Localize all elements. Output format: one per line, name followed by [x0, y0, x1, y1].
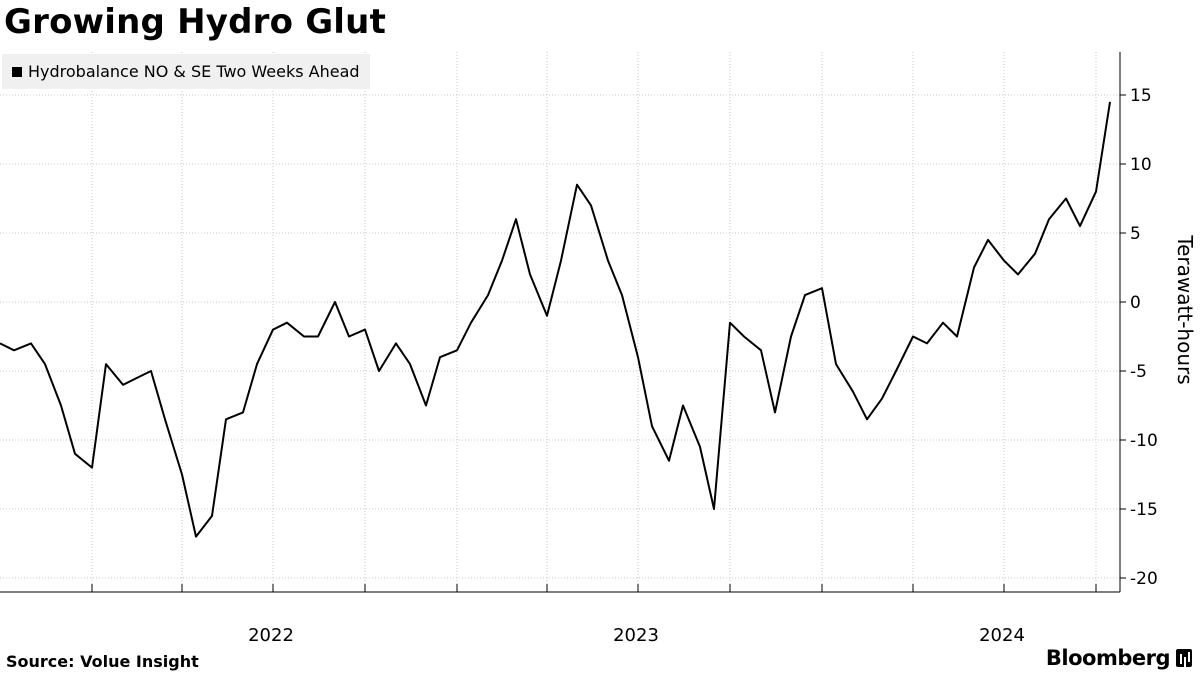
- y-tick-label: 10: [1130, 155, 1152, 175]
- brand-name: Bloomberg: [1045, 646, 1171, 670]
- y-tick-label: 0: [1130, 293, 1141, 313]
- y-tick-label: -15: [1130, 500, 1158, 520]
- legend-label: Hydrobalance NO & SE Two Weeks Ahead: [28, 62, 360, 81]
- y-tick-label: 15: [1130, 86, 1152, 106]
- x-tick-label: 2023: [613, 625, 659, 646]
- series-line: [0, 101, 1111, 538]
- y-tick-label: -20: [1130, 569, 1158, 589]
- x-tick-label: 2024: [979, 625, 1025, 646]
- y-tick-label: -5: [1130, 362, 1147, 382]
- y-tick-label: -10: [1130, 431, 1158, 451]
- source-note: Source: Volue Insight: [6, 652, 199, 671]
- bloomberg-terminal-icon: [1176, 649, 1192, 667]
- x-tick-label: 2022: [248, 625, 294, 646]
- legend: Hydrobalance NO & SE Two Weeks Ahead: [2, 54, 370, 89]
- y-axis-label: Terawatt-hours: [1173, 234, 1197, 384]
- y-tick-label: 5: [1130, 224, 1141, 244]
- chart-title: Growing Hydro Glut: [4, 2, 387, 42]
- brand-logo: Bloomberg: [1046, 646, 1192, 670]
- legend-swatch-icon: [12, 66, 22, 77]
